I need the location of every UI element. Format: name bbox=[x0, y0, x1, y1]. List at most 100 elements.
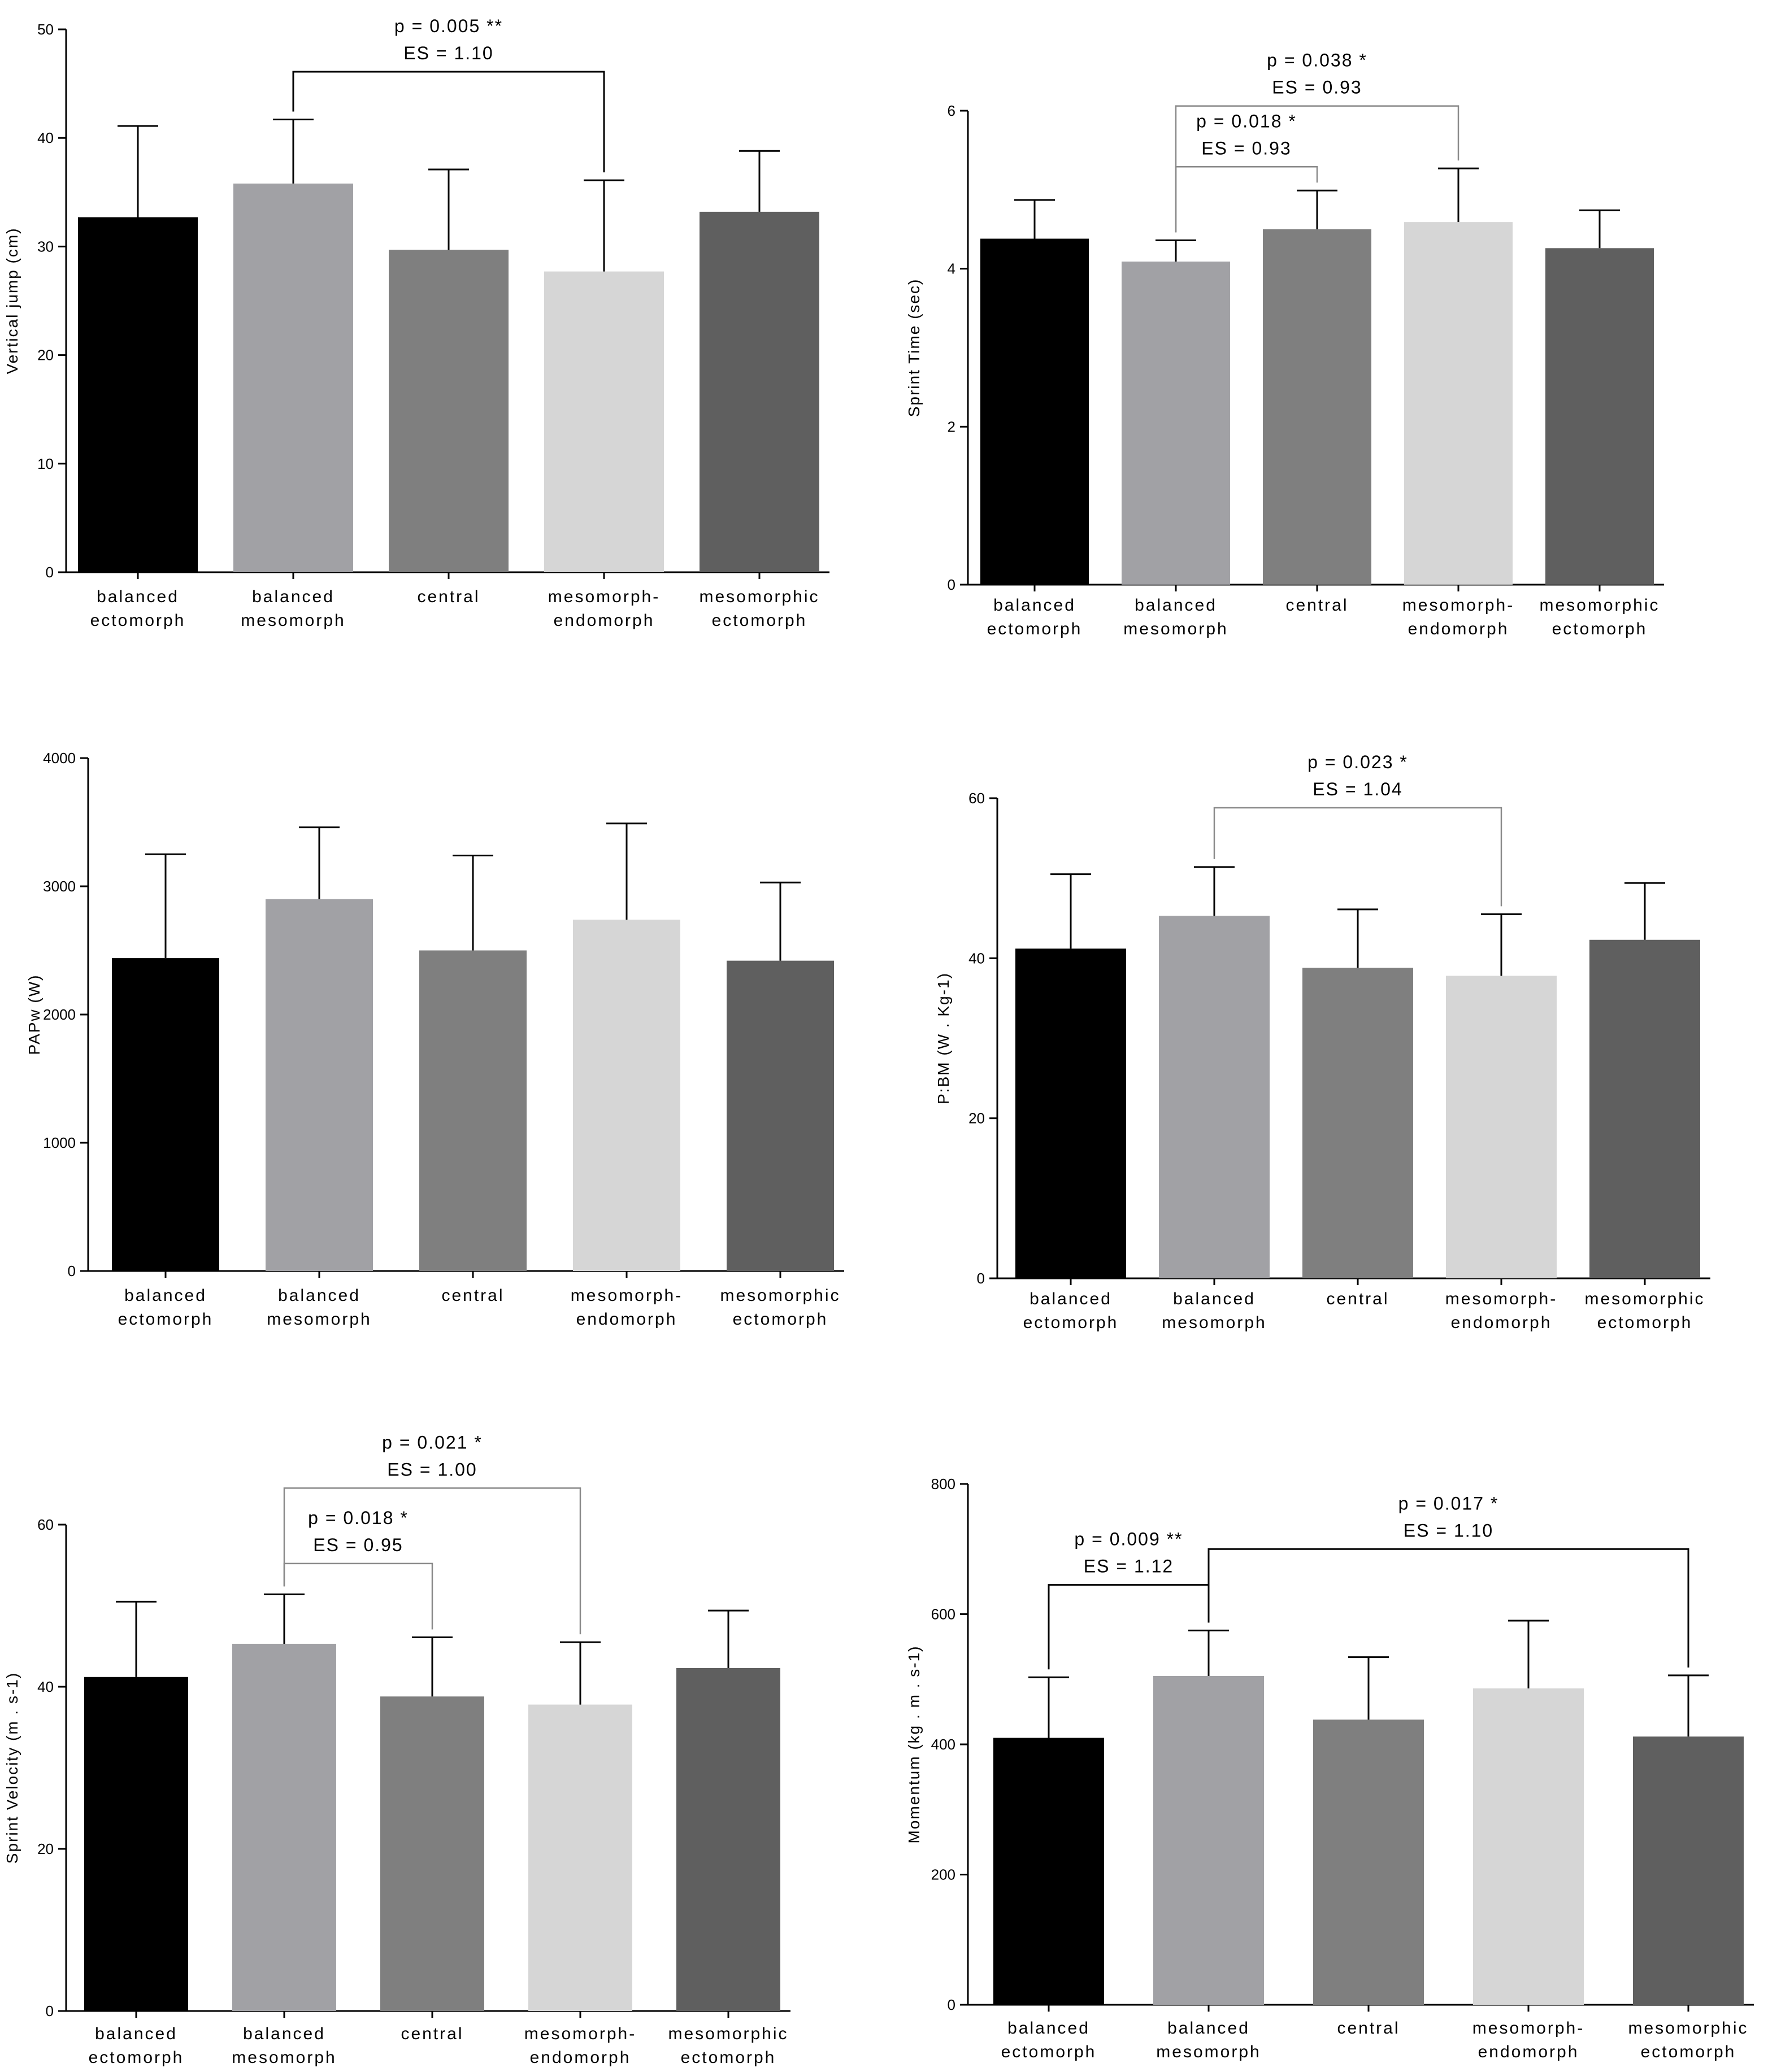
y-axis-title: Vertical jump (cm) bbox=[3, 227, 21, 374]
x-category-label: ectomorph bbox=[712, 611, 807, 630]
bar-mesomorph-endomorph bbox=[573, 920, 680, 1271]
p-value-label: p = 0.017 * bbox=[1398, 1493, 1499, 1513]
bar-mesomorphic-ectomorph bbox=[1633, 1736, 1744, 2005]
effect-size-label: ES = 0.93 bbox=[1272, 77, 1362, 98]
significance-bracket bbox=[292, 71, 605, 173]
x-category-label: mesomorph bbox=[232, 2048, 336, 2067]
x-category-label: mesomorphic bbox=[720, 1286, 840, 1305]
effect-size-label: ES = 1.12 bbox=[1084, 1556, 1174, 1577]
p-value-label: p = 0.005 ** bbox=[394, 16, 503, 36]
x-category-label: mesomorphic bbox=[668, 2025, 788, 2043]
effect-size-label: ES = 0.95 bbox=[313, 1535, 403, 1555]
bar-balanced-ectomorph bbox=[112, 958, 219, 1271]
y-tick-label: 20 bbox=[37, 1840, 54, 1857]
x-category-label: mesomorph- bbox=[571, 1286, 683, 1305]
p-value-label: p = 0.021 * bbox=[382, 1432, 483, 1452]
x-category-label: balanced bbox=[124, 1286, 207, 1305]
x-category-label: balanced bbox=[243, 2025, 325, 2043]
bar-balanced-mesomorph bbox=[232, 1643, 336, 2011]
chart-bottom-left: 0 20 40 60 Sprint Velocity (m . s-1) balanced… bbox=[3, 1432, 790, 2067]
y-tick-label: 40 bbox=[37, 1678, 54, 1695]
bar-mesomorph-endomorph bbox=[1446, 976, 1557, 1278]
x-category-label: balanced bbox=[252, 587, 335, 606]
chart-top-left: 0 10 20 30 40 50 Vertical jump (cm) balanced ect… bbox=[3, 16, 829, 630]
x-category-label: mesomorph bbox=[267, 1310, 371, 1329]
x-category-label: ectomorph bbox=[90, 611, 186, 630]
y-tick-label: 30 bbox=[37, 238, 54, 255]
x-category-label: endomorph bbox=[1478, 2043, 1579, 2061]
bar-mesomorphic-ectomorph bbox=[727, 960, 834, 1271]
significance-bracket bbox=[1175, 166, 1318, 233]
x-category-label: balanced bbox=[1173, 1290, 1256, 1308]
y-tick-label: 0 bbox=[948, 1996, 955, 2013]
y-tick-label: 0 bbox=[977, 1270, 985, 1287]
y-tick-label: 0 bbox=[46, 2003, 54, 2019]
x-category-label: mesomorphic bbox=[1539, 596, 1660, 615]
chart-top-right: 0 2 4 6 Sprint Time (sec) balanced ectomorph ba… bbox=[905, 50, 1664, 638]
bar-central bbox=[380, 1696, 484, 2011]
x-category-label: mesomorph bbox=[1156, 2043, 1261, 2061]
x-category-label: balanced bbox=[1007, 2019, 1090, 2038]
x-category-label: balanced bbox=[278, 1286, 360, 1305]
bar-balanced-ectomorph bbox=[1015, 948, 1126, 1278]
x-category-label: balanced bbox=[95, 2025, 177, 2043]
bar-balanced-mesomorph bbox=[1122, 262, 1230, 585]
x-category-label: mesomorph- bbox=[1445, 1290, 1557, 1308]
y-axis-title: Sprint Time (sec) bbox=[905, 278, 923, 417]
chart-middle-left: 0 1000 2000 3000 4000 PAPw (W) balanced ectomor… bbox=[25, 750, 844, 1329]
bar-mesomorphic-ectomorph bbox=[676, 1668, 780, 2011]
bar-balanced-ectomorph bbox=[993, 1738, 1104, 2005]
x-category-label: balanced bbox=[993, 596, 1076, 615]
x-category-label: ectomorph bbox=[733, 1310, 828, 1329]
y-tick-label: 6 bbox=[948, 102, 955, 119]
x-category-label: central bbox=[441, 1286, 504, 1305]
y-tick-label: 3000 bbox=[43, 878, 76, 895]
bar-balanced-mesomorph bbox=[233, 183, 353, 572]
bar-balanced-mesomorph bbox=[266, 899, 373, 1271]
x-category-label: mesomorph bbox=[1162, 1313, 1266, 1332]
bar-central bbox=[1263, 229, 1371, 585]
x-category-label: ectomorph bbox=[89, 2048, 184, 2067]
x-category-label: balanced bbox=[1029, 1290, 1112, 1308]
x-category-label: central bbox=[1285, 596, 1348, 615]
x-category-label: endomorph bbox=[576, 1310, 677, 1329]
x-category-label: mesomorph bbox=[1123, 620, 1228, 638]
y-tick-label: 60 bbox=[37, 1516, 54, 1533]
p-value-label: p = 0.018 * bbox=[1196, 111, 1297, 131]
bar-central bbox=[1302, 968, 1413, 1278]
significance-bracket bbox=[1207, 1548, 1689, 1668]
y-tick-label: 4000 bbox=[43, 750, 76, 767]
chart-bottom-right: 0 200 400 600 800 Momentum (kg . m . s-1) bala… bbox=[905, 1475, 1754, 2061]
x-category-label: mesomorph bbox=[241, 611, 345, 630]
x-category-label: endomorph bbox=[554, 611, 655, 630]
bar-mesomorphic-ectomorph bbox=[1545, 248, 1654, 585]
bar-balanced-ectomorph bbox=[980, 238, 1089, 585]
p-value-label: p = 0.018 * bbox=[308, 1508, 409, 1528]
y-tick-label: 800 bbox=[931, 1475, 955, 1492]
y-tick-label: 0 bbox=[948, 576, 955, 593]
bar-mesomorph-endomorph bbox=[528, 1704, 632, 2011]
x-category-label: ectomorph bbox=[1597, 1313, 1693, 1332]
x-category-label: ectomorph bbox=[1641, 2043, 1736, 2061]
bar-mesomorphic-ectomorph bbox=[700, 211, 819, 572]
p-value-label: p = 0.023 * bbox=[1307, 752, 1408, 772]
x-category-label: ectomorph bbox=[1552, 620, 1648, 638]
x-category-label: balanced bbox=[1167, 2019, 1250, 2038]
bar-balanced-ectomorph bbox=[78, 217, 198, 573]
x-category-label: ectomorph bbox=[1001, 2043, 1097, 2061]
bar-mesomorph-endomorph bbox=[544, 271, 664, 573]
y-tick-label: 40 bbox=[37, 129, 54, 146]
x-category-label: endomorph bbox=[530, 2048, 631, 2067]
y-tick-label: 200 bbox=[931, 1866, 955, 1883]
x-category-label: ectomorph bbox=[118, 1310, 214, 1329]
bar-balanced-mesomorph bbox=[1159, 916, 1270, 1278]
p-value-label: p = 0.038 * bbox=[1267, 50, 1367, 71]
y-tick-label: 40 bbox=[968, 950, 985, 967]
bar-balanced-mesomorph bbox=[1153, 1675, 1264, 2005]
x-category-label: mesomorphic bbox=[1628, 2019, 1748, 2038]
x-category-label: mesomorph- bbox=[524, 2025, 636, 2043]
y-tick-label: 50 bbox=[37, 21, 54, 38]
x-category-label: endomorph bbox=[1408, 620, 1509, 638]
p-value-label: p = 0.009 ** bbox=[1074, 1529, 1183, 1549]
